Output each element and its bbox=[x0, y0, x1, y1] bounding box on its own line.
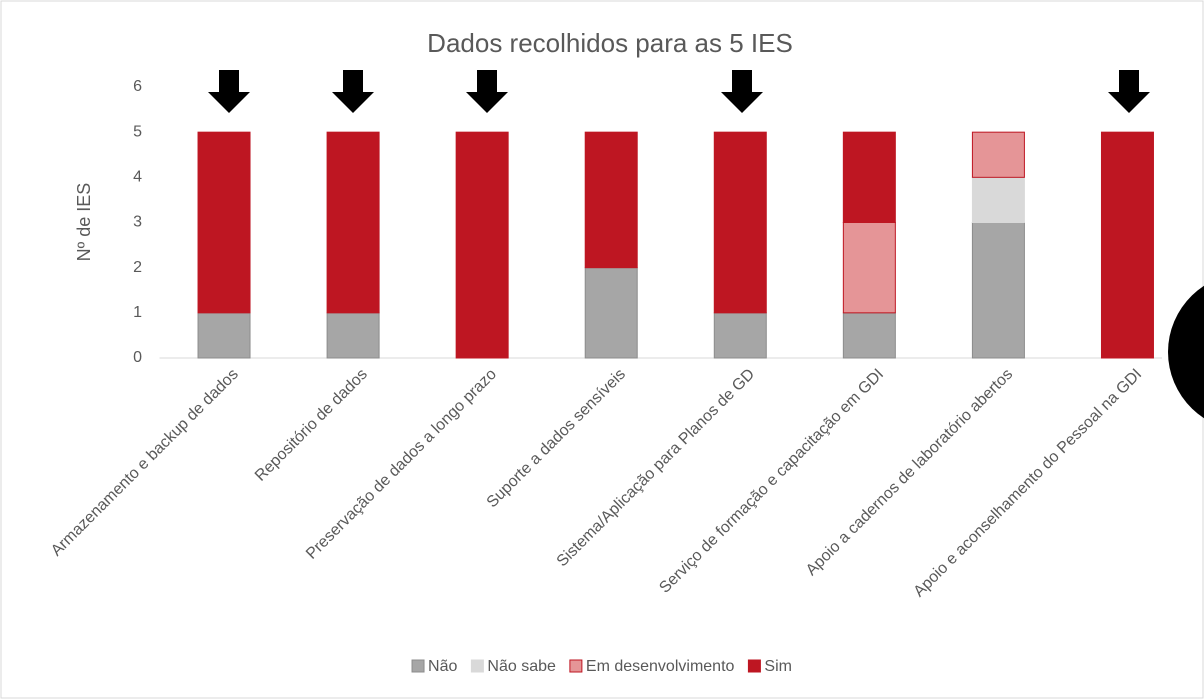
y-tick-label: 5 bbox=[133, 123, 142, 140]
bar-segment bbox=[713, 312, 767, 359]
legend: Não Não sabe Em desenvolvimento Sim bbox=[411, 658, 792, 675]
arrow bbox=[208, 70, 250, 113]
y-tick-label: 3 bbox=[133, 214, 142, 231]
bar-segment bbox=[197, 312, 251, 359]
legend-swatch bbox=[569, 659, 583, 673]
arrow bbox=[721, 70, 763, 113]
arrow bbox=[1108, 70, 1150, 113]
bar-segment bbox=[713, 131, 767, 314]
bar-segment bbox=[971, 131, 1025, 178]
bar-segment bbox=[326, 312, 380, 359]
arrows bbox=[208, 70, 1150, 113]
bar-segment bbox=[842, 222, 896, 314]
legend-label: Não sabe bbox=[487, 658, 556, 675]
bar-segment bbox=[971, 222, 1025, 359]
bar-segment bbox=[197, 131, 251, 314]
arrow bbox=[466, 70, 508, 113]
y-axis-label: Nº de IES bbox=[74, 183, 94, 262]
bar-segment bbox=[584, 267, 638, 359]
bar-segment bbox=[584, 131, 638, 269]
y-tick-label: 2 bbox=[133, 259, 142, 276]
bar-segment bbox=[1100, 131, 1154, 359]
y-tick-label: 0 bbox=[133, 349, 142, 366]
bar-segment bbox=[326, 131, 380, 314]
bar-segment bbox=[842, 312, 896, 359]
legend-swatch bbox=[411, 659, 425, 673]
legend-label: Sim bbox=[764, 658, 792, 675]
bar-segment bbox=[455, 131, 509, 359]
bar-segment bbox=[971, 176, 1025, 223]
legend-swatch bbox=[747, 659, 761, 673]
chart-title: Dados recolhidos para as 5 IES bbox=[427, 28, 793, 58]
legend-swatch bbox=[470, 659, 484, 673]
y-tick-label: 1 bbox=[133, 304, 142, 321]
y-tick-label: 4 bbox=[133, 169, 142, 186]
y-tick-label: 6 bbox=[133, 78, 142, 95]
bar-segment bbox=[842, 131, 896, 224]
overlay-circle bbox=[1168, 285, 1204, 419]
arrow bbox=[332, 70, 374, 113]
legend-label: Não bbox=[428, 658, 457, 675]
legend-label: Em desenvolvimento bbox=[586, 658, 735, 675]
